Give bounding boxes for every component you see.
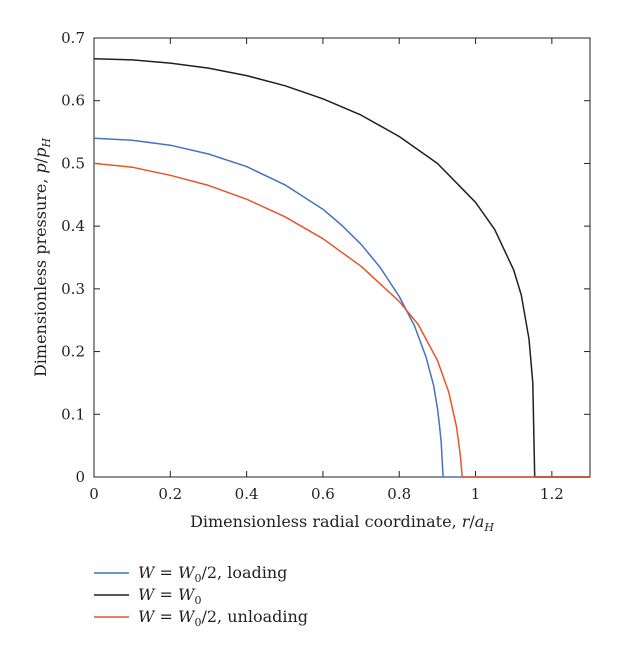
legend-label: W = W0/2, unloading xyxy=(138,607,308,629)
plot-area xyxy=(93,37,591,478)
y-tick-label: 0.2 xyxy=(61,343,85,361)
x-axis-title: Dimensionless radial coordinate, r/aH xyxy=(190,512,494,534)
y-tick-label: 0.3 xyxy=(61,280,85,298)
series-line-unloading xyxy=(93,162,590,478)
y-tick-label: 0.7 xyxy=(61,29,85,47)
x-tick-label: 1 xyxy=(471,485,481,503)
x-tick-label: 0.4 xyxy=(235,485,259,503)
y-tick-label: 0.4 xyxy=(61,217,85,235)
y-axis-ticks: 0 0.1 0.2 0.3 0.4 0.5 0.6 0.7 xyxy=(61,29,590,486)
legend-entry-loading: W = W0/2, loading xyxy=(94,563,287,585)
x-tick-label: 0.2 xyxy=(158,485,182,503)
y-tick-label: 0.5 xyxy=(61,154,85,172)
legend-entry-w0: W = W0 xyxy=(94,585,201,607)
x-axis-ticks: 0 0.2 0.4 0.6 0.8 1 1.2 xyxy=(89,38,564,503)
legend-label: W = W0/2, loading xyxy=(138,563,287,585)
x-tick-label: 0.8 xyxy=(387,485,411,503)
series-layer xyxy=(93,57,590,478)
series-line-loading xyxy=(93,137,590,478)
legend-entry-unloading: W = W0/2, unloading xyxy=(94,607,308,629)
series-line-w0 xyxy=(93,57,590,478)
legend-label: W = W0 xyxy=(138,585,201,607)
x-tick-label: 1.2 xyxy=(540,485,564,503)
y-tick-label: 0 xyxy=(75,468,85,486)
plot-frame xyxy=(93,37,591,478)
y-tick-label: 0.6 xyxy=(61,92,85,110)
x-tick-label: 0 xyxy=(89,485,99,503)
y-axis-title: Dimensionless pressure, p/pH xyxy=(31,138,53,378)
x-tick-label: 0.6 xyxy=(311,485,335,503)
y-tick-label: 0.1 xyxy=(61,405,85,423)
